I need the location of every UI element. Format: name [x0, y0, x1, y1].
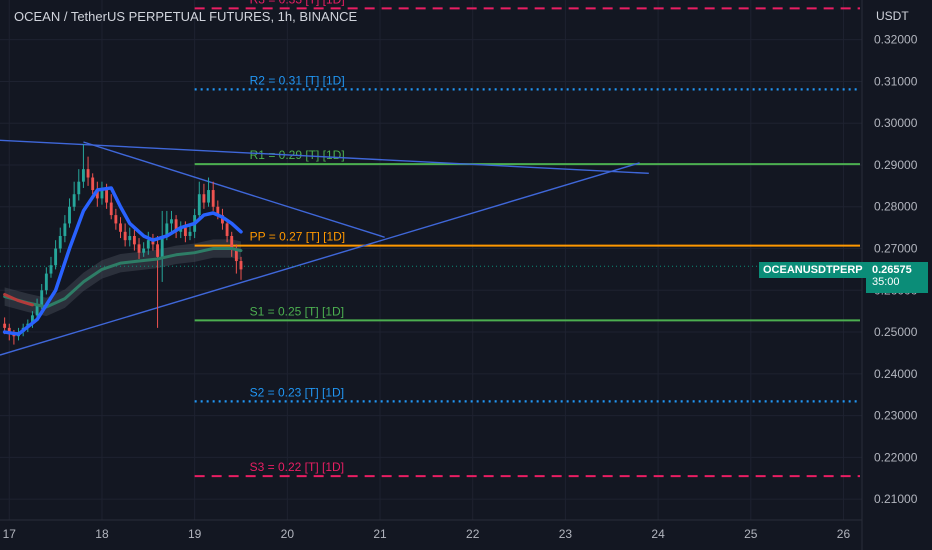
x-tick-label: 23 [559, 527, 573, 541]
candle-body [31, 315, 34, 324]
red-moving-average-line [3, 292, 34, 307]
candle-body [202, 194, 206, 203]
candle-body [216, 206, 220, 216]
candle-body [146, 240, 150, 249]
candle-body [68, 206, 71, 224]
candle-body [3, 323, 7, 328]
trendline [0, 162, 640, 356]
candle-body [156, 244, 160, 257]
candle-body [128, 235, 132, 241]
x-tick-label: 26 [837, 527, 851, 541]
candle-body [165, 223, 169, 236]
y-tick-label: 0.24000 [874, 367, 918, 381]
candle-body [54, 248, 58, 266]
x-tick-label: 20 [281, 527, 295, 541]
candle-body [35, 304, 39, 316]
candle-body [225, 223, 229, 236]
candle-body [100, 190, 104, 199]
ticker-badge: OCEANUSDTPERP [759, 262, 867, 278]
pivot-level-label: R3 = 0.33 [T] [1D] [250, 0, 345, 6]
candle-body [81, 169, 85, 182]
x-tick-label: 17 [3, 527, 17, 541]
candle-body [114, 215, 118, 224]
trendline [83, 141, 385, 238]
candle-body [197, 194, 201, 216]
candle-body [132, 235, 136, 245]
candle-body [123, 231, 127, 241]
candle-body [239, 261, 243, 270]
candle-body [58, 235, 62, 249]
candle-body [188, 231, 192, 236]
fast-moving-average-line [2, 186, 243, 336]
y-tick-label: 0.23000 [874, 409, 918, 423]
moving-average-band [4, 239, 241, 317]
candle-body [109, 202, 113, 216]
candle-body [234, 248, 238, 262]
candle-body [40, 290, 44, 305]
candle-body [183, 227, 187, 236]
candle-body [49, 265, 53, 274]
candle-body [151, 240, 155, 245]
x-tick-label: 19 [188, 527, 202, 541]
x-tick-label: 21 [373, 527, 387, 541]
candle-body [86, 169, 90, 178]
candle-body [170, 219, 173, 224]
pivot-level-label: S1 = 0.25 [T] [1D] [250, 304, 344, 318]
currency-label: USDT [876, 9, 909, 23]
pivot-level-label: R2 = 0.31 [T] [1D] [250, 73, 345, 87]
y-tick-label: 0.29000 [874, 158, 918, 172]
y-tick-label: 0.21000 [874, 492, 918, 506]
candle-body [119, 223, 122, 232]
last-price-value: 0.26575 [872, 264, 912, 276]
candle-body [207, 190, 210, 203]
candle-body [105, 190, 109, 203]
candle-body [44, 273, 48, 291]
candle-body [72, 194, 76, 207]
pivot-level-label: S3 = 0.22 [T] [1D] [250, 460, 344, 474]
slow-moving-average-line [3, 247, 243, 309]
candle-body [91, 177, 95, 191]
pivot-level-label: S2 = 0.23 [T] [1D] [250, 385, 344, 399]
y-tick-label: 0.28000 [874, 200, 918, 214]
candle-body [95, 190, 99, 199]
x-tick-label: 22 [466, 527, 480, 541]
x-tick-label: 25 [744, 527, 758, 541]
y-tick-label: 0.22000 [874, 450, 918, 464]
candle-body [142, 248, 146, 253]
x-tick-label: 18 [95, 527, 109, 541]
candle-body [77, 181, 81, 195]
candle-body [211, 190, 215, 207]
x-tick-label: 24 [651, 527, 665, 541]
y-tick-label: 0.27000 [874, 242, 918, 256]
candle-body [174, 219, 178, 232]
candle-body [63, 223, 67, 236]
trendline [0, 139, 649, 175]
last-price-badge: 0.26575 35:00 [866, 262, 928, 293]
candle-body [179, 227, 183, 232]
y-tick-label: 0.30000 [874, 116, 918, 130]
pivot-level-label: PP = 0.27 [T] [1D] [250, 230, 345, 244]
y-tick-label: 0.25000 [874, 325, 918, 339]
candle-countdown: 35:00 [872, 276, 900, 288]
y-tick-label: 0.31000 [874, 74, 918, 88]
candle-body [160, 235, 164, 257]
y-tick-label: 0.32000 [874, 33, 918, 47]
candle-body [230, 235, 234, 249]
candle-body [137, 244, 141, 253]
chart-title: OCEAN / TetherUS PERPETUAL FUTURES, 1h, … [14, 9, 358, 24]
